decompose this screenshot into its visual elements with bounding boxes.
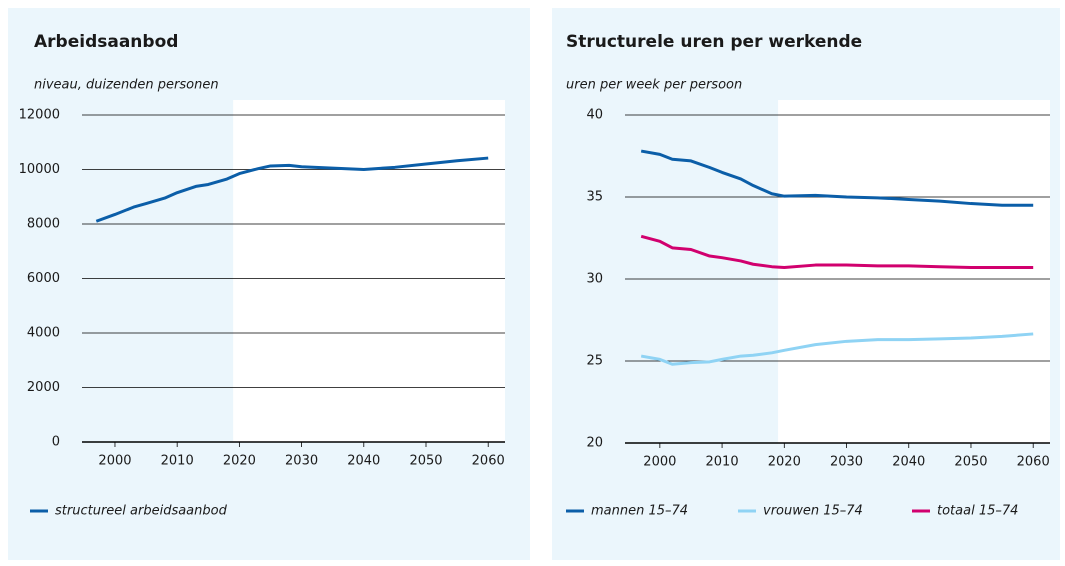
x-tick-label: 2040 xyxy=(347,454,380,469)
x-tick-label: 2010 xyxy=(161,454,194,469)
chart-title: Arbeidsaanbod xyxy=(34,32,178,52)
x-tick-label: 2040 xyxy=(892,455,925,470)
legend-label: structureel arbeidsaanbod xyxy=(55,504,228,519)
data-line xyxy=(640,234,1034,270)
x-tick-label: 2060 xyxy=(472,454,505,469)
x-tick-label: 2000 xyxy=(643,455,676,470)
y-tick-label: 12000 xyxy=(19,108,60,123)
subtitle: niveau, duizenden personen xyxy=(34,78,219,93)
x-tick-label: 2020 xyxy=(223,454,256,469)
legend-label: totaal 15–74 xyxy=(937,504,1018,519)
x-tick-label: 2030 xyxy=(830,455,863,470)
x-tick-label: 2030 xyxy=(285,454,318,469)
y-tick-label: 40 xyxy=(586,108,603,123)
y-tick-label: 25 xyxy=(586,354,603,369)
y-tick-label: 30 xyxy=(586,272,603,287)
y-tick-label: 0 xyxy=(52,435,60,450)
y-tick-label: 8000 xyxy=(27,217,60,232)
y-tick-label: 35 xyxy=(586,190,603,205)
data-line xyxy=(640,332,1034,366)
projection-area xyxy=(778,100,1050,443)
x-tick-label: 2050 xyxy=(954,455,987,470)
subtitle: uren per week per persoon xyxy=(566,78,742,93)
y-tick-label: 20 xyxy=(586,436,603,451)
x-tick-label: 2050 xyxy=(409,454,442,469)
y-tick-label: 2000 xyxy=(27,380,60,395)
projection-area xyxy=(233,100,506,442)
x-tick-label: 2060 xyxy=(1017,455,1050,470)
legend-label: mannen 15–74 xyxy=(591,504,688,519)
data-line xyxy=(95,156,489,223)
x-tick-label: 2010 xyxy=(706,455,739,470)
data-line xyxy=(640,149,1034,207)
x-tick-label: 2020 xyxy=(768,455,801,470)
chart-title: Structurele uren per werkende xyxy=(566,32,862,52)
y-tick-label: 4000 xyxy=(27,326,60,341)
x-tick-label: 2000 xyxy=(98,454,131,469)
y-tick-label: 10000 xyxy=(19,162,60,177)
legend-label: vrouwen 15–74 xyxy=(763,504,863,519)
y-tick-label: 6000 xyxy=(27,271,60,286)
